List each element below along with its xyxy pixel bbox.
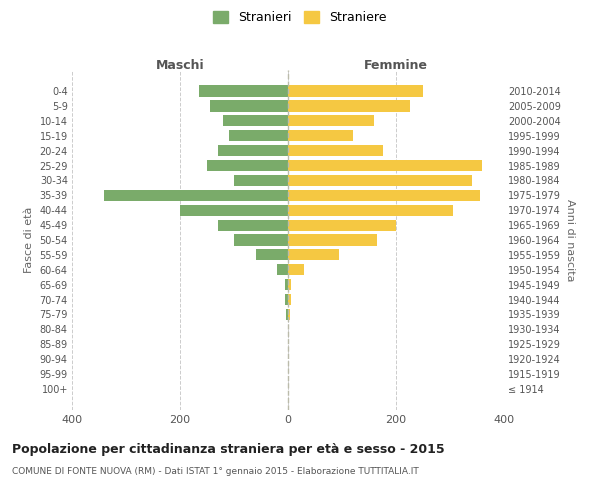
Bar	[286, 294, 288, 305]
Y-axis label: Fasce di età: Fasce di età	[24, 207, 34, 273]
Bar	[288, 130, 353, 141]
Bar	[218, 220, 288, 230]
Bar	[286, 309, 288, 320]
Bar	[288, 160, 482, 171]
Y-axis label: Anni di nascita: Anni di nascita	[565, 198, 575, 281]
Bar	[288, 86, 423, 96]
Bar	[207, 160, 288, 171]
Text: COMUNE DI FONTE NUOVA (RM) - Dati ISTAT 1° gennaio 2015 - Elaborazione TUTTITALI: COMUNE DI FONTE NUOVA (RM) - Dati ISTAT …	[12, 468, 419, 476]
Bar	[288, 294, 290, 305]
Bar	[288, 204, 453, 216]
Bar	[288, 115, 374, 126]
Bar	[210, 100, 288, 112]
Bar	[288, 175, 472, 186]
Bar	[288, 250, 340, 260]
Bar	[288, 264, 304, 276]
Bar	[234, 234, 288, 246]
Text: Maschi: Maschi	[155, 58, 205, 71]
Bar	[218, 145, 288, 156]
Bar	[288, 279, 290, 290]
Bar	[229, 130, 288, 141]
Bar	[288, 234, 377, 246]
Legend: Stranieri, Straniere: Stranieri, Straniere	[213, 11, 387, 24]
Bar	[223, 115, 288, 126]
Bar	[288, 220, 396, 230]
Bar	[256, 250, 288, 260]
Bar	[180, 204, 288, 216]
Bar	[288, 145, 383, 156]
Bar	[277, 264, 288, 276]
Bar	[288, 190, 480, 201]
Bar	[234, 175, 288, 186]
Bar	[104, 190, 288, 201]
Bar	[288, 100, 409, 112]
Bar	[288, 309, 290, 320]
Text: Popolazione per cittadinanza straniera per età e sesso - 2015: Popolazione per cittadinanza straniera p…	[12, 442, 445, 456]
Bar	[286, 279, 288, 290]
Bar	[199, 86, 288, 96]
Text: Femmine: Femmine	[364, 58, 428, 71]
